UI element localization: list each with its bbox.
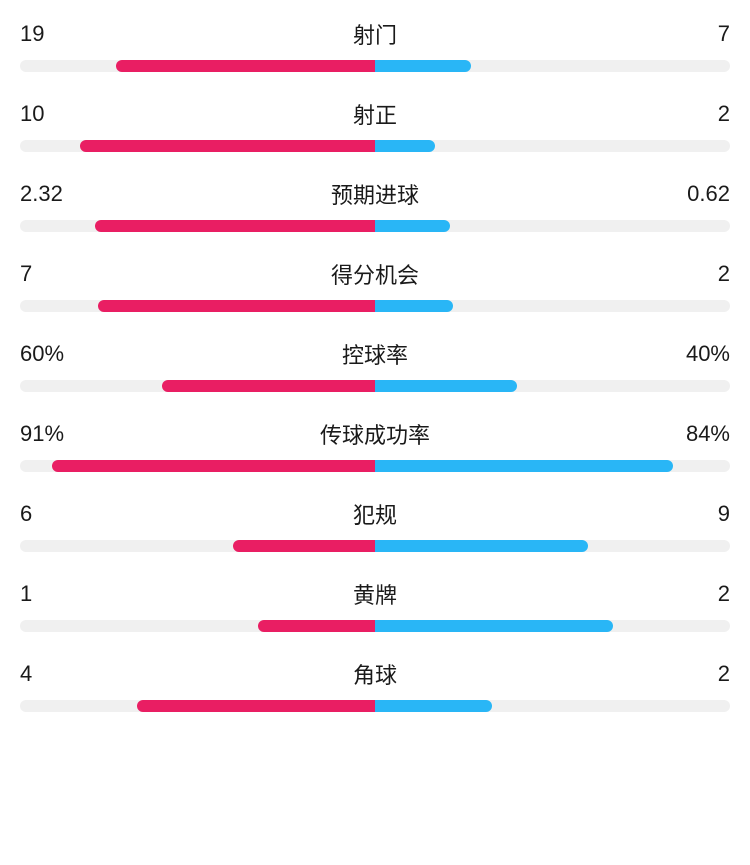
stat-value-right: 2 — [670, 101, 730, 127]
stat-title: 得分机会 — [80, 258, 670, 290]
stat-value-left: 4 — [20, 661, 80, 687]
bar-half-right — [375, 220, 730, 232]
stat-title: 射正 — [80, 98, 670, 130]
stat-labels: 10射正2 — [20, 98, 730, 130]
stat-row: 60%控球率40% — [20, 338, 730, 392]
bar-half-left — [20, 540, 375, 552]
bar-half-left — [20, 700, 375, 712]
bar-fill-left — [162, 380, 375, 392]
stat-value-left: 91% — [20, 421, 80, 447]
stat-value-left: 19 — [20, 21, 80, 47]
stat-row: 19射门7 — [20, 18, 730, 72]
bar-fill-left — [95, 220, 375, 232]
stat-labels: 60%控球率40% — [20, 338, 730, 370]
bar-fill-right — [375, 220, 450, 232]
stat-value-right: 2 — [670, 261, 730, 287]
bar-fill-right — [375, 300, 453, 312]
stat-title: 射门 — [80, 18, 670, 50]
stat-value-left: 1 — [20, 581, 80, 607]
stat-title: 传球成功率 — [80, 418, 670, 450]
bar-fill-left — [98, 300, 375, 312]
bar-half-right — [375, 300, 730, 312]
bar-half-right — [375, 460, 730, 472]
bar-half-left — [20, 300, 375, 312]
stat-row: 10射正2 — [20, 98, 730, 152]
match-stats-container: 19射门710射正22.32预期进球0.627得分机会260%控球率40%91%… — [20, 18, 730, 712]
stat-value-left: 2.32 — [20, 181, 80, 207]
stat-labels: 4角球2 — [20, 658, 730, 690]
stat-bar — [20, 700, 730, 712]
stat-value-right: 40% — [670, 341, 730, 367]
bar-fill-left — [233, 540, 375, 552]
bar-fill-right — [375, 700, 492, 712]
bar-fill-right — [375, 140, 435, 152]
stat-labels: 7得分机会2 — [20, 258, 730, 290]
stat-value-left: 6 — [20, 501, 80, 527]
stat-row: 91%传球成功率84% — [20, 418, 730, 472]
bar-fill-left — [137, 700, 375, 712]
stat-title: 黄牌 — [80, 578, 670, 610]
bar-half-left — [20, 140, 375, 152]
bar-half-left — [20, 460, 375, 472]
bar-half-right — [375, 380, 730, 392]
stat-title: 控球率 — [80, 338, 670, 370]
bar-half-right — [375, 60, 730, 72]
stat-bar — [20, 140, 730, 152]
bar-half-right — [375, 140, 730, 152]
stat-title: 犯规 — [80, 498, 670, 530]
bar-fill-right — [375, 620, 613, 632]
bar-half-left — [20, 220, 375, 232]
stat-row: 4角球2 — [20, 658, 730, 712]
stat-bar — [20, 620, 730, 632]
stat-value-left: 7 — [20, 261, 80, 287]
bar-fill-right — [375, 60, 471, 72]
stat-value-right: 84% — [670, 421, 730, 447]
stat-value-right: 9 — [670, 501, 730, 527]
stat-labels: 19射门7 — [20, 18, 730, 50]
bar-fill-right — [375, 540, 588, 552]
bar-fill-right — [375, 380, 517, 392]
stat-value-right: 2 — [670, 661, 730, 687]
bar-fill-right — [375, 460, 673, 472]
bar-fill-left — [258, 620, 375, 632]
bar-half-left — [20, 60, 375, 72]
stat-value-right: 7 — [670, 21, 730, 47]
stat-value-right: 2 — [670, 581, 730, 607]
bar-fill-left — [80, 140, 375, 152]
stat-row: 1黄牌2 — [20, 578, 730, 632]
stat-row: 7得分机会2 — [20, 258, 730, 312]
stat-bar — [20, 540, 730, 552]
bar-half-left — [20, 620, 375, 632]
stat-bar — [20, 460, 730, 472]
stat-row: 6犯规9 — [20, 498, 730, 552]
bar-fill-left — [52, 460, 375, 472]
bar-half-right — [375, 700, 730, 712]
bar-half-left — [20, 380, 375, 392]
stat-row: 2.32预期进球0.62 — [20, 178, 730, 232]
stat-labels: 6犯规9 — [20, 498, 730, 530]
stat-bar — [20, 380, 730, 392]
stat-labels: 1黄牌2 — [20, 578, 730, 610]
bar-half-right — [375, 540, 730, 552]
stat-value-left: 60% — [20, 341, 80, 367]
stat-bar — [20, 60, 730, 72]
stat-title: 角球 — [80, 658, 670, 690]
stat-bar — [20, 220, 730, 232]
bar-half-right — [375, 620, 730, 632]
stat-bar — [20, 300, 730, 312]
stat-labels: 2.32预期进球0.62 — [20, 178, 730, 210]
stat-value-left: 10 — [20, 101, 80, 127]
stat-labels: 91%传球成功率84% — [20, 418, 730, 450]
stat-title: 预期进球 — [80, 178, 670, 210]
bar-fill-left — [116, 60, 375, 72]
stat-value-right: 0.62 — [670, 181, 730, 207]
